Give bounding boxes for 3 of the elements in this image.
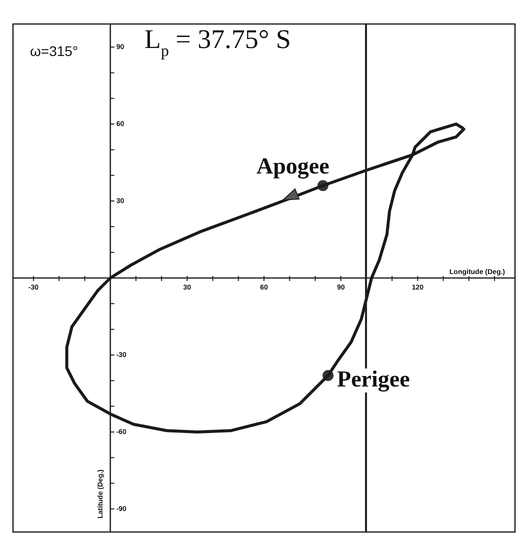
annotation: Apogee — [256, 154, 330, 180]
annotation: Perigee — [337, 366, 410, 392]
annotation: ω=315° — [30, 43, 78, 59]
